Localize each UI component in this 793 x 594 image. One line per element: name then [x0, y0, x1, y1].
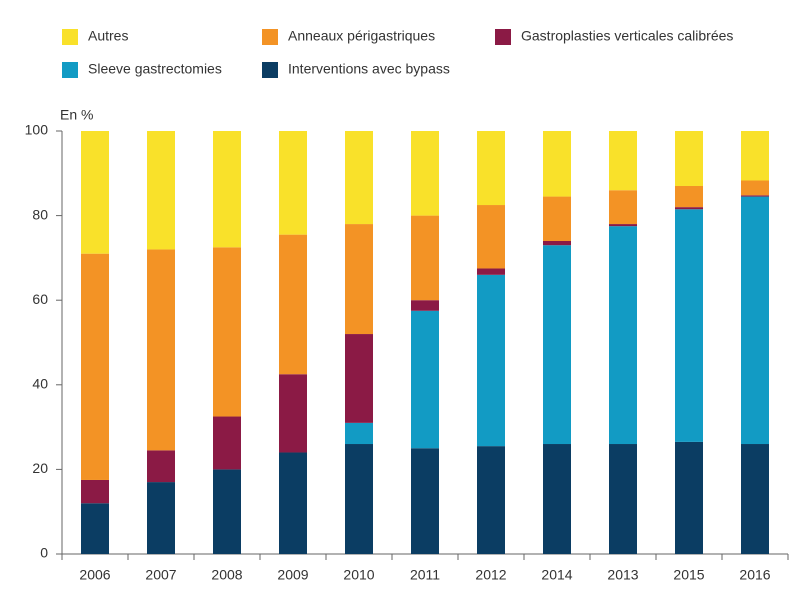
x-tick-label: 2008 [211, 567, 242, 583]
bar-segment [477, 274, 505, 447]
bar-segment [279, 234, 307, 375]
bar-segment [675, 131, 703, 186]
bar-segment [543, 444, 571, 554]
bar-segment [213, 131, 241, 248]
bar-segment [213, 416, 241, 470]
bar-segment [345, 334, 373, 423]
bar-segment [345, 131, 373, 225]
bar-segment [741, 131, 769, 181]
bar-segment [543, 240, 571, 246]
bar-segment [345, 422, 373, 445]
bar-segment [675, 441, 703, 554]
bar-segment [213, 247, 241, 417]
bar-segment [147, 249, 175, 451]
bar-segment [213, 469, 241, 554]
bar-segment [609, 131, 637, 191]
bar-segment [741, 444, 769, 554]
x-tick-label: 2007 [145, 567, 176, 583]
y-axis-label: En % [60, 107, 93, 123]
bar-segment [345, 224, 373, 335]
legend-label: Autres [88, 28, 128, 44]
legend-swatch [495, 29, 511, 45]
x-tick-label: 2012 [475, 567, 506, 583]
bar-segment [675, 209, 703, 442]
legend-swatch [62, 62, 78, 78]
bar-segment [477, 131, 505, 206]
x-tick-label: 2015 [673, 567, 704, 583]
bar-segment [675, 185, 703, 208]
bar-segment [411, 300, 439, 311]
y-tick-label: 40 [32, 376, 48, 392]
bar-segment [345, 444, 373, 554]
bar-segment [609, 190, 637, 225]
bar-segment [411, 310, 439, 449]
bar-segment [741, 180, 769, 196]
bar-segment [609, 224, 637, 227]
bar-segment [279, 374, 307, 453]
bar-segment [81, 503, 109, 554]
x-tick-label: 2016 [739, 567, 770, 583]
x-tick-label: 2013 [607, 567, 638, 583]
bar-segment [675, 207, 703, 210]
legend-swatch [62, 29, 78, 45]
legend-label: Interventions avec bypass [288, 61, 450, 77]
bar-segment [741, 196, 769, 445]
y-tick-label: 20 [32, 460, 48, 476]
legend-label: Gastroplasties verticales calibrées [521, 28, 733, 44]
bar-segment [81, 253, 109, 480]
legend-swatch [262, 29, 278, 45]
bar-segment [81, 479, 109, 504]
y-tick-label: 0 [40, 545, 48, 561]
y-tick-label: 60 [32, 291, 48, 307]
bar-segment [609, 444, 637, 554]
bar-segment [477, 268, 505, 275]
bar-segment [411, 131, 439, 216]
bar-segment [477, 446, 505, 554]
y-tick-label: 80 [32, 206, 48, 222]
bar-segment [741, 195, 769, 197]
x-tick-label: 2010 [343, 567, 374, 583]
bar-segment [543, 196, 571, 241]
bar-segment [609, 226, 637, 445]
legend-label: Sleeve gastrectomies [88, 61, 222, 77]
y-tick-label: 100 [25, 122, 49, 138]
bar-segment [543, 245, 571, 445]
bar-segment [147, 450, 175, 483]
x-tick-label: 2011 [410, 567, 440, 583]
bar-segment [147, 482, 175, 554]
legend-swatch [262, 62, 278, 78]
bar-segment [147, 131, 175, 250]
bar-segment [411, 215, 439, 301]
bar-segment [279, 452, 307, 554]
bar-segment [81, 131, 109, 254]
x-tick-label: 2006 [79, 567, 110, 583]
bar-segment [543, 131, 571, 197]
x-tick-label: 2009 [277, 567, 308, 583]
bar-segment [411, 448, 439, 554]
bar-segment [477, 205, 505, 269]
bar-segment [279, 131, 307, 235]
legend-label: Anneaux périgastriques [288, 28, 435, 44]
x-tick-label: 2014 [541, 567, 572, 583]
